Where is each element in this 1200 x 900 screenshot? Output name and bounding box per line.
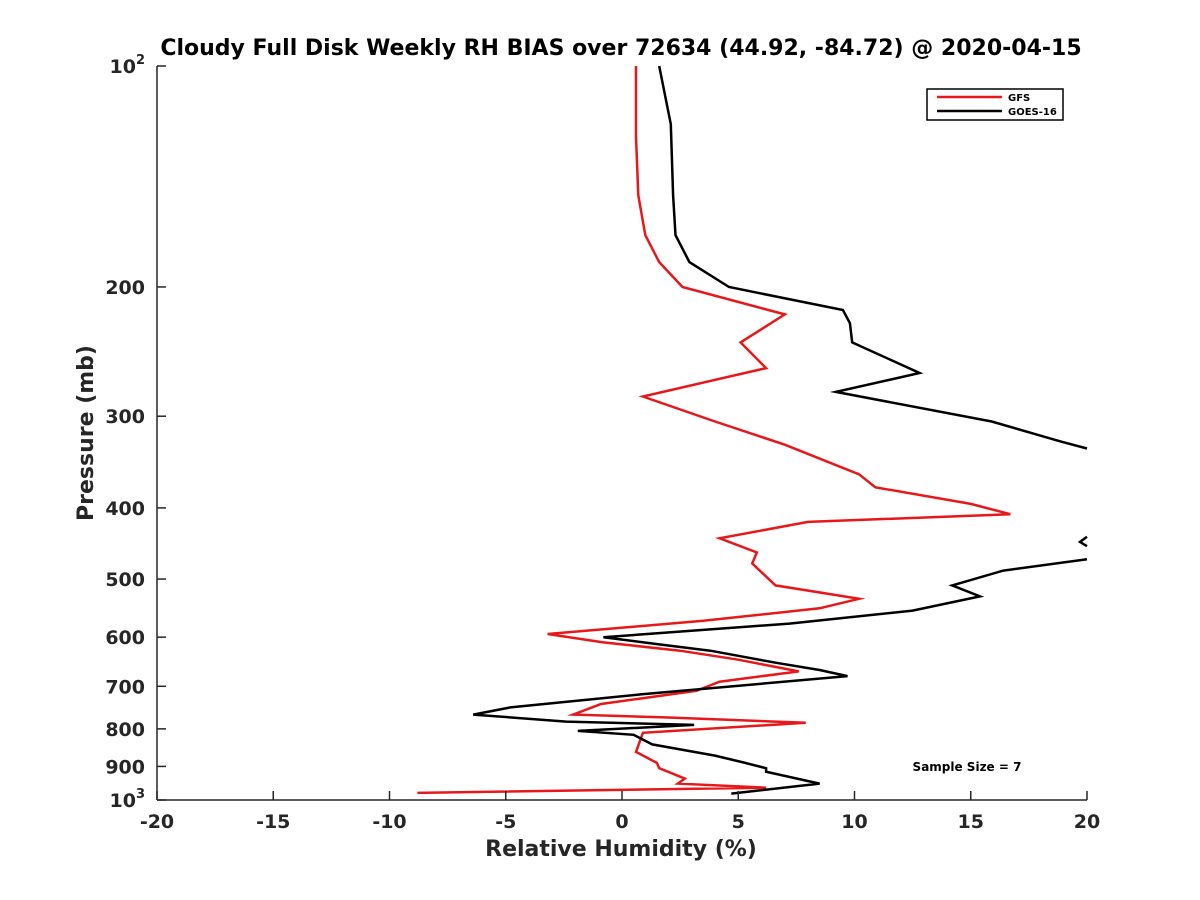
legend-items: GFS GOES-16 — [937, 93, 1057, 118]
x-tick-label: -10 — [372, 811, 406, 833]
y-tick-label: 400 — [105, 498, 145, 520]
series-line-goes-16 — [472, 65, 1088, 795]
y-tick-label: 800 — [105, 719, 145, 741]
legend-label: GFS — [1008, 93, 1030, 104]
y-axis-label: Pressure (mb) — [74, 345, 99, 521]
y-tick-label: 900 — [105, 756, 145, 778]
x-tick-label: -20 — [140, 811, 174, 833]
x-tick-label: 5 — [732, 811, 745, 833]
y-tick-label: 300 — [105, 406, 145, 428]
y-tick-exponent: 3 — [136, 787, 145, 802]
x-tick-label: 0 — [615, 811, 628, 833]
series-line-gfs — [417, 66, 1011, 795]
sample-size-annotation: Sample Size = 7 — [913, 760, 1022, 774]
x-tick-label: 15 — [958, 811, 984, 833]
y-tick-label: 103 — [110, 787, 146, 812]
y-tick-label: 102 — [110, 53, 146, 78]
y-tick-label: 700 — [105, 676, 145, 698]
legend: GFS GOES-16 — [926, 88, 1064, 121]
y-tick-label: 500 — [105, 569, 145, 591]
x-tick-label: -5 — [495, 811, 516, 833]
plot-background — [157, 66, 1087, 800]
series-layer — [417, 65, 1088, 795]
y-tick-label: 600 — [105, 627, 145, 649]
x-tick-label: -15 — [256, 811, 290, 833]
y-tick-exponent: 2 — [136, 53, 145, 68]
legend-box — [926, 88, 1064, 121]
x-axis-label: Relative Humidity (%) — [485, 837, 757, 862]
x-axis-ticks: -20 -15 -10 -5 0 5 10 15 20 — [140, 791, 1100, 833]
y-tick-label: 200 — [105, 277, 145, 299]
plot-area: -20 -15 -10 -5 0 5 10 15 20 10220030040050060070… — [105, 53, 1100, 833]
y-tick-base: 10 — [110, 790, 136, 812]
y-tick-base: 10 — [110, 56, 136, 78]
x-tick-label: 10 — [841, 811, 867, 833]
x-tick-label: 20 — [1074, 811, 1100, 833]
legend-label: GOES-16 — [1008, 107, 1057, 118]
chart-title: Cloudy Full Disk Weekly RH BIAS over 726… — [160, 36, 1081, 61]
